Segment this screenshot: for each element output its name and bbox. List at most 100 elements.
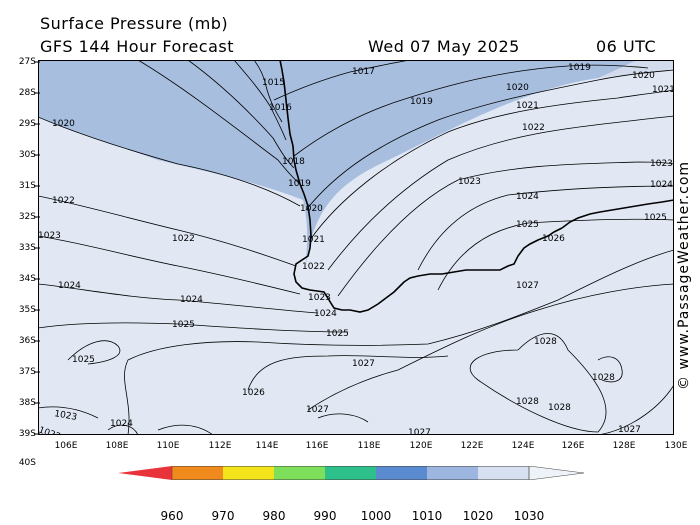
isobar-1025-s (157, 424, 214, 435)
pressure-map[interactable]: 1015 1016 1017 1018 1019 1019 1019 1020 … (38, 60, 674, 435)
isobar-label: 1022 (52, 196, 75, 206)
isobar-1019-west (137, 60, 301, 185)
isobar-1015 (253, 60, 283, 123)
isobar-1022-east (327, 115, 674, 271)
colorbar-swatch-960 (118, 466, 172, 480)
isobar-label: 1028 (516, 397, 539, 407)
isobar-label: 1023 (458, 177, 481, 187)
isobar-1023-east (337, 161, 674, 297)
colorbar-label: 1010 (411, 509, 443, 523)
isobar-label: 1019 (568, 63, 591, 73)
isobar-1023-sw (38, 406, 99, 419)
colorbar-label: 1030 (513, 509, 545, 523)
isobar-label: 1025 (172, 320, 195, 330)
isobar-label: 1022 (172, 234, 195, 244)
isobar-label: 1024 (58, 281, 81, 291)
lon-label: 126E (561, 441, 585, 451)
isobar-label: 1024 (180, 295, 203, 305)
lon-label: 112E (208, 441, 232, 451)
lat-label: 33S (18, 243, 36, 253)
lat-ticks (34, 61, 40, 435)
isobar-label: 1022 (522, 123, 545, 133)
isobar-label: 1021 (516, 101, 539, 111)
isobar-1028-b (597, 356, 623, 383)
isobar-1020-west (38, 116, 301, 207)
lat-label: 31S (18, 181, 36, 191)
australia-coastline (561, 199, 674, 229)
isobar-label: 1020 (506, 83, 529, 93)
forecast-subtitle: GFS 144 Hour Forecast (40, 37, 235, 56)
isobar-label: 1024 (650, 180, 673, 190)
isobar-label: 1015 (262, 78, 285, 88)
isobar-label: 1025 (326, 329, 349, 339)
colorbar-swatch-990 (274, 466, 325, 480)
isobar-1025 (38, 322, 349, 333)
isobar-label: 1024 (110, 419, 133, 429)
isobar-label: 1027 (516, 281, 539, 291)
isobar-label: 1023 (308, 293, 331, 303)
isobar-label: 1024 (314, 309, 337, 319)
isobar-label: 1021 (652, 85, 674, 95)
pressure-colorbar (118, 466, 584, 480)
lon-label: 108E (105, 441, 129, 451)
chart-title: Surface Pressure (mb) (40, 14, 229, 33)
lat-label: 32S (18, 212, 36, 222)
isobar-label: 1023 (38, 231, 61, 241)
isobar-label: 1019 (410, 97, 433, 107)
lat-label: 29S (18, 119, 36, 129)
lat-label: 30S (18, 150, 36, 160)
isobar-label: 1023 (53, 409, 77, 423)
isobar-label: 1020 (632, 71, 655, 81)
isobar-1026-b (247, 355, 449, 391)
isobar-label: 1027 (618, 425, 641, 435)
isobar-label: 1020 (300, 204, 323, 214)
isobars (38, 60, 674, 435)
isobar-label: 1017 (352, 67, 375, 77)
isobar-1025-east (437, 218, 674, 291)
isobar-1024-east (417, 185, 674, 271)
lon-label: 120E (409, 441, 433, 451)
isobar-1024-sw (107, 424, 139, 435)
lat-label: 39S (18, 429, 36, 439)
isobar-label: 1028 (592, 373, 615, 383)
colorbar-label: 980 (262, 509, 286, 523)
isobar-label: 1027 (408, 428, 431, 435)
isobar-1027 (307, 283, 674, 411)
isobar-1027-e (597, 384, 674, 435)
valid-date: Wed 07 May 2025 (368, 37, 520, 56)
isobar-label: 1021 (302, 235, 325, 245)
lon-label: 116E (305, 441, 329, 451)
lon-label: 114E (255, 441, 279, 451)
isobar-1021 (309, 89, 674, 241)
australia-coastline (279, 60, 563, 313)
lon-label: 110E (156, 441, 180, 451)
colorbar-label: 970 (211, 509, 235, 523)
credit-watermark: © www.PassageWeather.com (676, 150, 696, 390)
colorbar-label: 990 (313, 509, 337, 523)
lat-label: 38S (18, 398, 36, 408)
isobar-label: 1019 (288, 179, 311, 189)
isobar-label: 1025 (516, 220, 539, 230)
isobar-1017 (273, 60, 411, 101)
colorbar-label: 960 (160, 509, 184, 523)
colorbar-label: 1020 (462, 509, 494, 523)
colorbar-swatch-980 (223, 466, 274, 480)
lat-label: 34S (18, 274, 36, 284)
colorbar-swatch-1030 (478, 466, 529, 480)
isobar-1028 (469, 333, 607, 433)
isobar-1026 (124, 249, 674, 435)
colorbar-swatch-1020 (427, 466, 478, 480)
lon-label: 122E (460, 441, 484, 451)
lon-label: 118E (357, 441, 381, 451)
low-pressure-fill (598, 60, 674, 78)
isobar-label: 1016 (269, 103, 292, 113)
isobar-1023-west (38, 235, 301, 295)
colorbar-end-arrow (528, 466, 584, 480)
isobar-1027-b (317, 413, 369, 423)
lon-label: 124E (511, 441, 535, 451)
isobar-label: 1027 (306, 405, 329, 415)
isobar-label: 1024 (516, 192, 539, 202)
colorbar-label: 1000 (360, 509, 392, 523)
isobar-label: 1025 (72, 355, 95, 365)
lon-label: 130E (664, 441, 688, 451)
